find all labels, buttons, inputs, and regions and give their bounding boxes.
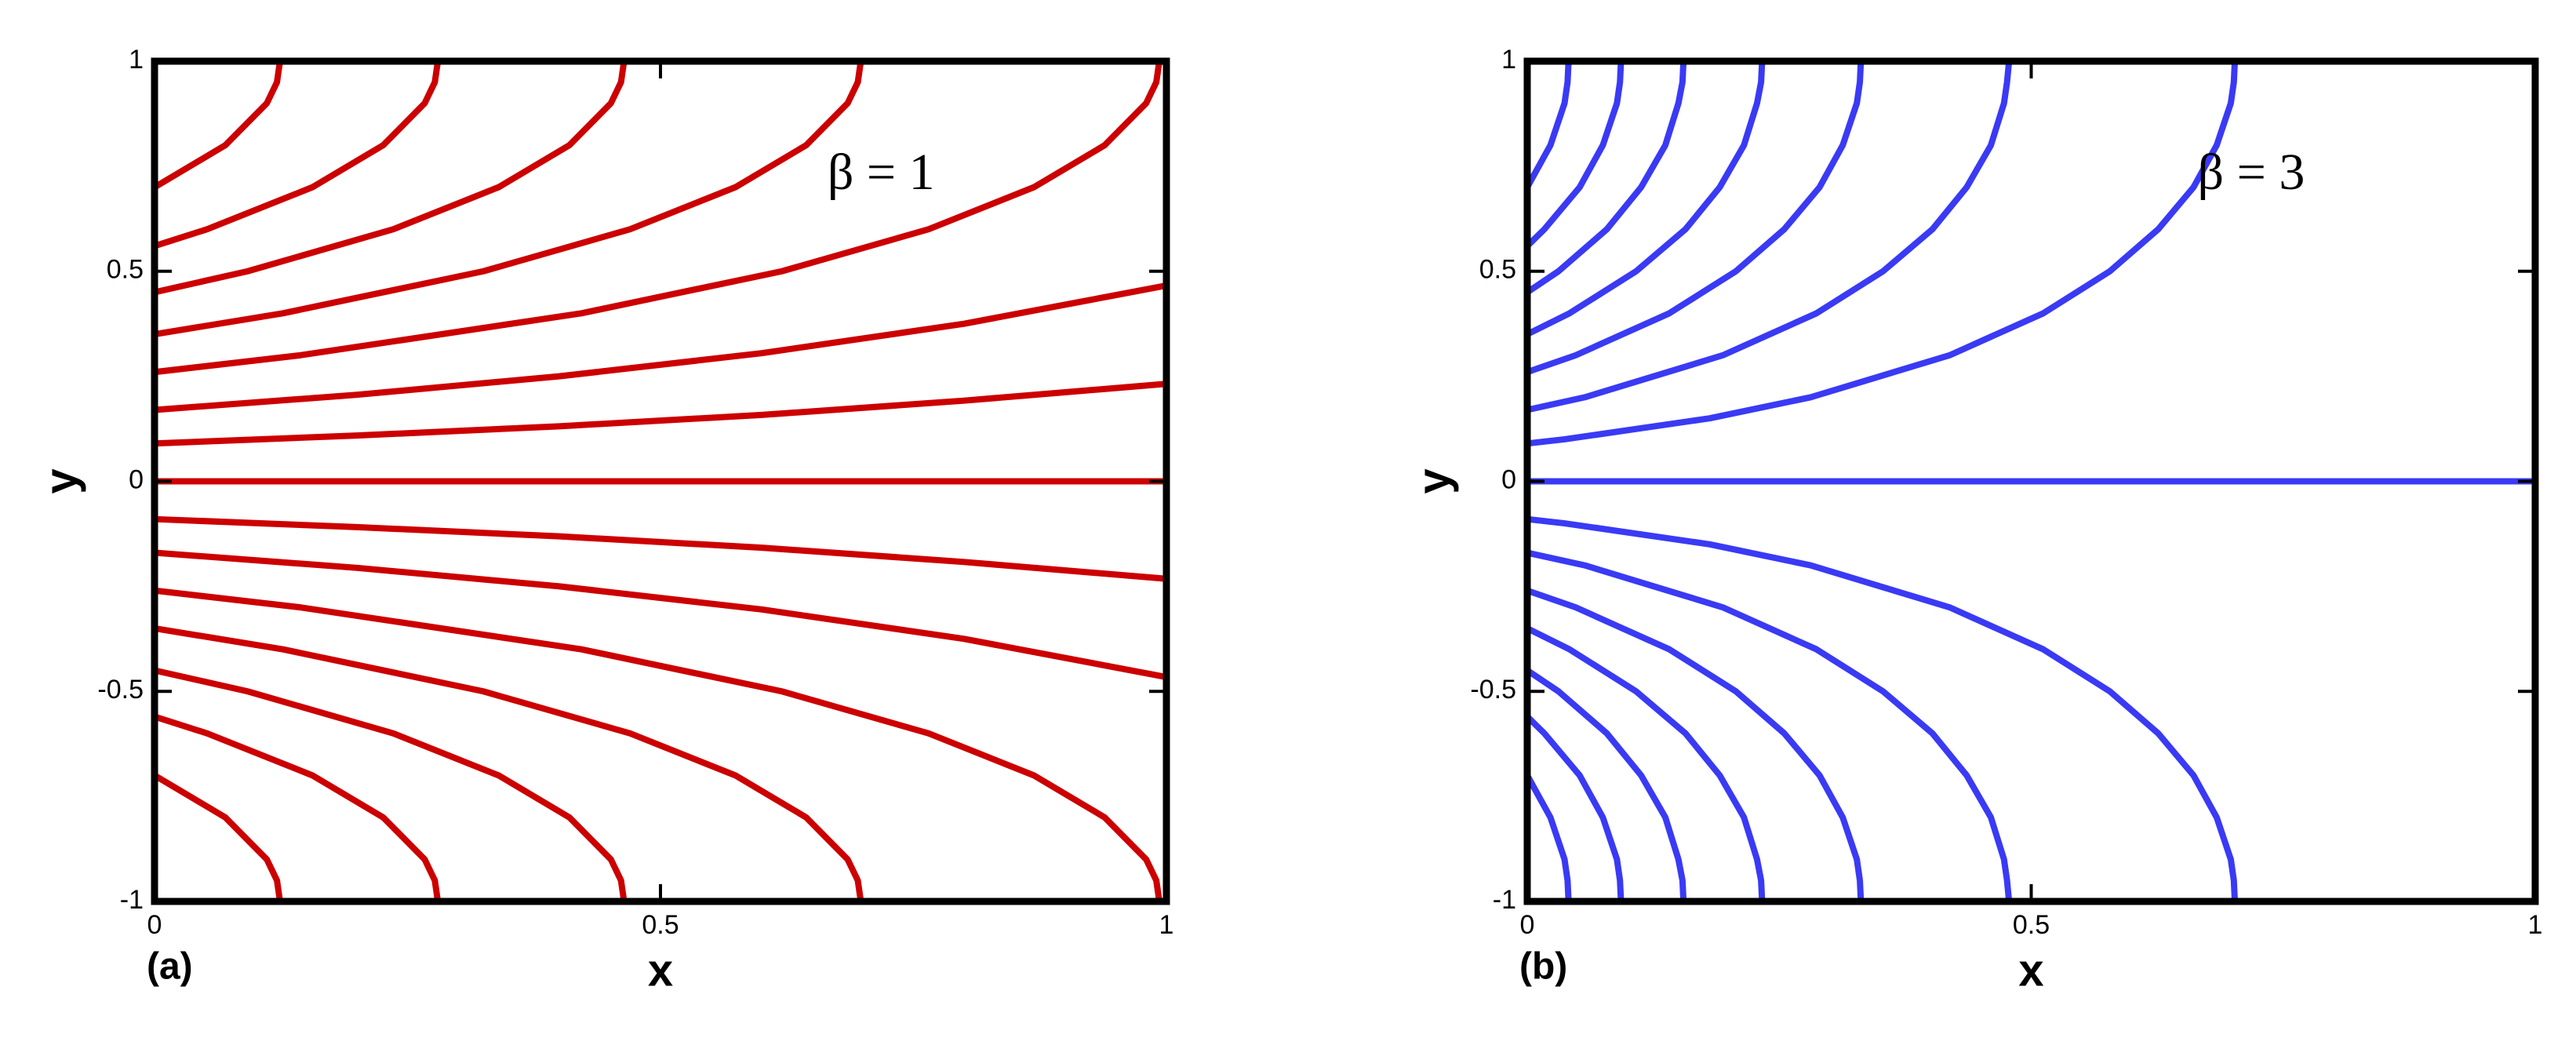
x-tick-label: 1 [1159, 910, 1174, 940]
curve [154, 60, 1162, 376]
curve [1526, 60, 2239, 447]
curve [152, 60, 283, 191]
curve [153, 713, 442, 902]
x-tick-label: 0 [1520, 910, 1535, 940]
curve [154, 587, 1162, 902]
curve [154, 549, 1167, 680]
y-axis-label: y [1408, 468, 1459, 493]
panel-label: (a) [147, 946, 193, 988]
curve [1526, 587, 1865, 902]
annotation: β = 1 [828, 144, 935, 201]
curve [1526, 625, 1766, 902]
curve [152, 772, 283, 902]
y-tick-label: 0 [1501, 464, 1516, 494]
annotation: β = 3 [2198, 144, 2305, 201]
x-axis-label: x [2018, 945, 2043, 996]
curve [1526, 549, 2013, 902]
curve [1526, 60, 1766, 337]
x-tick-label: 0 [147, 910, 162, 940]
curve [1524, 60, 1572, 189]
y-tick-label: 1 [129, 45, 144, 75]
curve [1526, 515, 2239, 902]
curve [154, 624, 864, 902]
curve [154, 380, 1167, 447]
y-tick-label: -0.5 [97, 675, 144, 705]
curve [154, 282, 1167, 413]
x-tick-label: 1 [2528, 910, 2543, 940]
y-tick-label: -0.5 [1470, 675, 1516, 705]
panel-label: (b) [1519, 946, 1567, 988]
x-axis-label: x [648, 945, 673, 996]
curve [1525, 60, 1687, 295]
y-tick-label: -1 [120, 885, 144, 915]
curve [153, 60, 442, 249]
y-tick-label: -1 [1493, 885, 1516, 915]
curve [154, 60, 864, 338]
curve [1524, 774, 1572, 902]
y-axis-label: y [35, 468, 86, 493]
curve [154, 60, 628, 296]
y-tick-label: 0.5 [1479, 255, 1516, 285]
curve [1525, 668, 1687, 902]
curve [1525, 714, 1625, 902]
x-tick-label: 0.5 [2013, 910, 2050, 940]
curve [154, 667, 628, 902]
curve [1526, 60, 1865, 376]
x-tick-label: 0.5 [642, 910, 679, 940]
y-tick-label: 0 [129, 464, 144, 494]
curve [154, 515, 1167, 582]
curve [1525, 60, 1625, 249]
y-tick-label: 1 [1501, 45, 1516, 75]
curve [1526, 60, 2013, 413]
y-tick-label: 0.5 [107, 255, 144, 285]
